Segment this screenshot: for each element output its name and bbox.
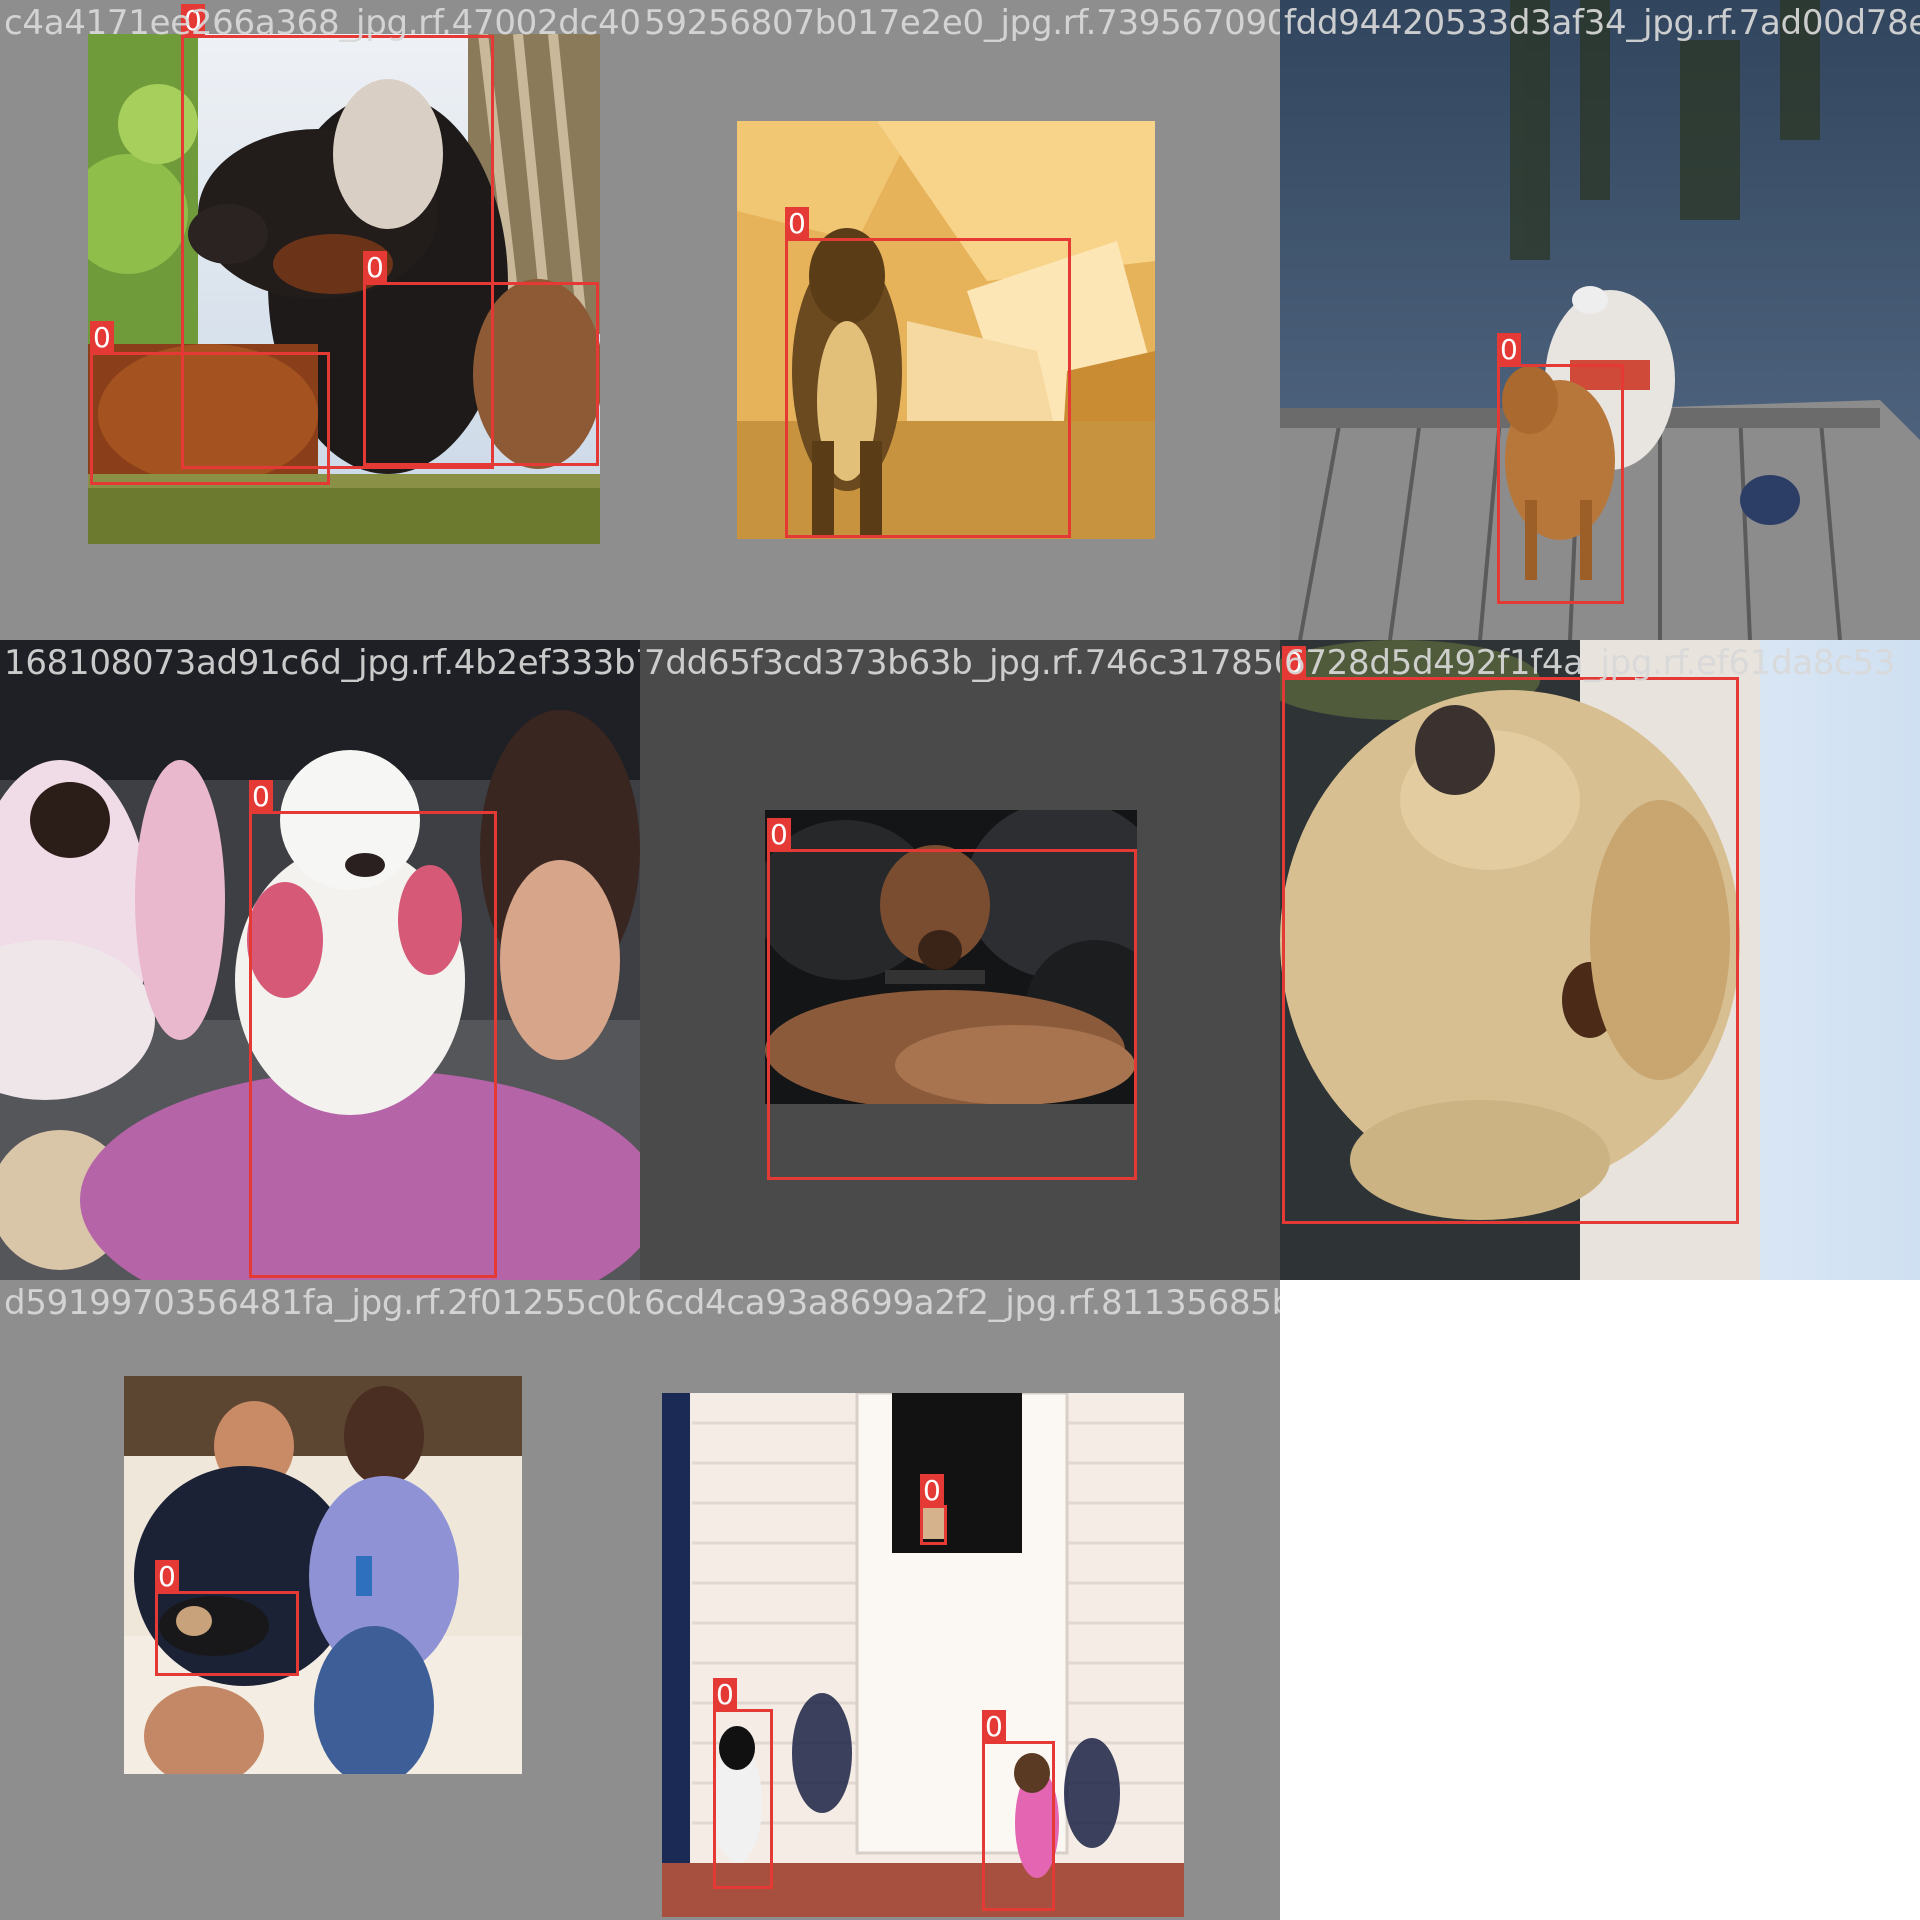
detection-box: 0 xyxy=(363,251,599,466)
detection-box: 0 xyxy=(767,818,1137,1180)
tile-5: 0 7dd65f3cd373b63b_jpg.rf.746c317850d72e… xyxy=(640,640,1280,1280)
detection-label: 0 xyxy=(181,4,205,38)
tile-6: 0 6728d5d492f1f4a_jpg.rf.ef61da8c53 xyxy=(1280,640,1920,1280)
photo-greyhound-couch xyxy=(765,810,1137,1104)
detection-label: 0 xyxy=(1282,646,1306,680)
tile-8: 0 0 0 6cd4ca93a8699a2f2_jpg.rf.81135685b… xyxy=(640,1280,1280,1920)
photo-cocker-rotated xyxy=(1280,640,1920,1280)
detection-label: 0 xyxy=(767,818,791,852)
detection-box: 0 xyxy=(785,207,1071,538)
detection-label: 0 xyxy=(90,321,114,355)
detection-label: 0 xyxy=(713,1678,737,1712)
detection-label: 0 xyxy=(920,1474,944,1508)
detection-label: 0 xyxy=(982,1710,1006,1744)
photo-poodle-crowd xyxy=(0,640,640,1280)
photo-dog-in-boxes xyxy=(737,121,1155,539)
tile-title: 59256807b017e2e0_jpg.rf.7395670900c1e4a2 xyxy=(644,3,1280,43)
detection-label: 0 xyxy=(785,207,809,241)
detection-box: 0 xyxy=(90,321,330,485)
detection-box: 0 xyxy=(1497,333,1624,604)
detection-box: 0 xyxy=(181,4,494,469)
tile-4: 0 168108073ad91c6d_jpg.rf.4b2ef333b77945… xyxy=(0,640,640,1280)
tile-title: 168108073ad91c6d_jpg.rf.4b2ef333b7794558… xyxy=(4,643,640,683)
photo-dock-fisherman xyxy=(1280,0,1920,640)
detection-box: 0 xyxy=(920,1474,947,1545)
detection-label: 0 xyxy=(155,1560,179,1594)
tile-title: c4a4171ee266a368_jpg.rf.47002dc406692e8 xyxy=(4,3,640,43)
tile-title: 7dd65f3cd373b63b_jpg.rf.746c317850d72e12 xyxy=(644,643,1280,683)
detection-box: 0 xyxy=(1282,646,1739,1224)
tile-title: d5919970356481fa_jpg.rf.2f01255c0b6c45a3 xyxy=(4,1283,640,1323)
tile-3: 0 fdd94420533d3af34_jpg.rf.7ad00d78ef xyxy=(1280,0,1920,640)
detection-label: 0 xyxy=(1497,333,1521,367)
tile-title: fdd94420533d3af34_jpg.rf.7ad00d78ef xyxy=(1284,3,1920,43)
tile-2: 0 59256807b017e2e0_jpg.rf.7395670900c1e4… xyxy=(640,0,1280,640)
detection-box: 0 xyxy=(713,1678,773,1889)
detection-box: 0 xyxy=(249,780,497,1278)
detection-box: 0 xyxy=(982,1710,1055,1911)
detection-box: 0 xyxy=(155,1560,299,1676)
detection-label: 0 xyxy=(249,780,273,814)
tile-1: 0 0 0 c4a4171ee266a368_jpg.rf.47002dc406… xyxy=(0,0,640,640)
photo-couple-on-couch xyxy=(124,1376,522,1774)
detection-label: 0 xyxy=(363,251,387,285)
tile-title: 6cd4ca93a8699a2f2_jpg.rf.81135685b704cb1… xyxy=(644,1283,1280,1323)
tile-title: 6728d5d492f1f4a_jpg.rf.ef61da8c53 xyxy=(1284,643,1896,683)
tile-7: 0 d5919970356481fa_jpg.rf.2f01255c0b6c45… xyxy=(0,1280,640,1920)
